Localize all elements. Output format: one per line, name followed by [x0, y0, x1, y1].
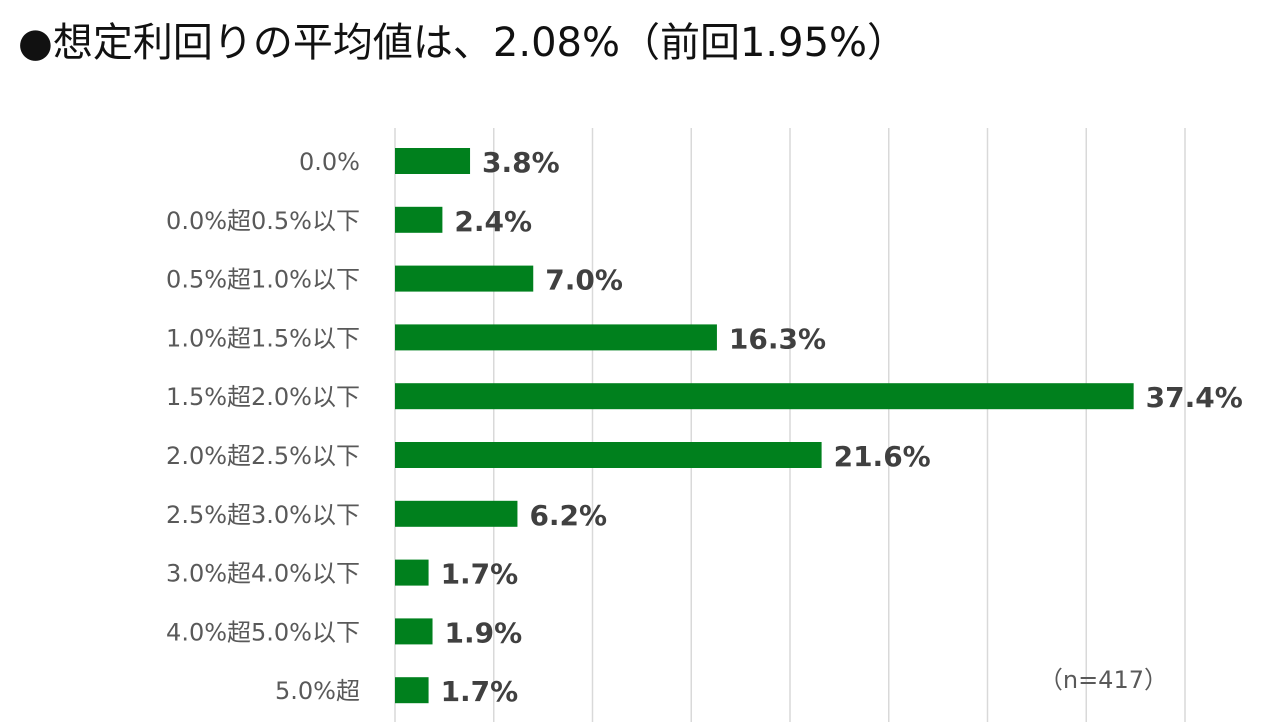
- value-label-1: 2.4%: [454, 205, 532, 238]
- bar-4: [395, 383, 1134, 410]
- value-label-2: 7.0%: [545, 264, 623, 297]
- value-label-5: 21.6%: [834, 440, 931, 473]
- bar-5: [395, 442, 822, 468]
- bar-0: [395, 148, 471, 174]
- category-label-8: 4.0%超5.0%以下: [166, 618, 360, 646]
- value-labels: 3.8% 2.4% 7.0% 16.3% 37.4% 21.6% 6.2% 1.7% 1.9% 1…: [441, 146, 1243, 708]
- bar-6: [395, 500, 518, 527]
- value-label-3: 16.3%: [729, 322, 826, 355]
- bar-9: [395, 677, 429, 704]
- category-label-9: 5.0%超: [275, 677, 360, 705]
- bar-8: [395, 618, 433, 645]
- category-label-2: 0.5%超1.0%以下: [166, 266, 360, 294]
- value-label-7: 1.7%: [441, 558, 519, 591]
- category-label-4: 1.5%超2.0%以下: [166, 383, 360, 411]
- category-label-0: 0.0%: [299, 148, 360, 176]
- value-label-8: 1.9%: [445, 616, 523, 649]
- category-label-1: 0.0%超0.5%以下: [166, 207, 360, 235]
- bars: [395, 148, 1134, 704]
- bar-1: [395, 206, 443, 233]
- value-label-0: 3.8%: [482, 146, 560, 179]
- category-labels: 0.0% 0.0%超0.5%以下 0.5%超1.0%以下 1.0%超1.5%以下 1.5…: [166, 148, 360, 705]
- value-label-9: 1.7%: [441, 675, 519, 708]
- bar-2: [395, 265, 534, 292]
- value-label-6: 6.2%: [529, 499, 607, 532]
- category-label-3: 1.0%超1.5%以下: [166, 324, 360, 352]
- bar-7: [395, 559, 429, 586]
- category-label-7: 3.0%超4.0%以下: [166, 560, 360, 588]
- category-label-5: 2.0%超2.5%以下: [166, 442, 360, 470]
- category-label-6: 2.5%超3.0%以下: [166, 501, 360, 529]
- bar-3: [395, 324, 717, 351]
- value-label-4: 37.4%: [1146, 381, 1243, 414]
- chart-title: ●想定利回りの平均値は、2.08%（前回1.95%）: [18, 20, 908, 66]
- sample-size-note: （n=417）: [1039, 666, 1168, 694]
